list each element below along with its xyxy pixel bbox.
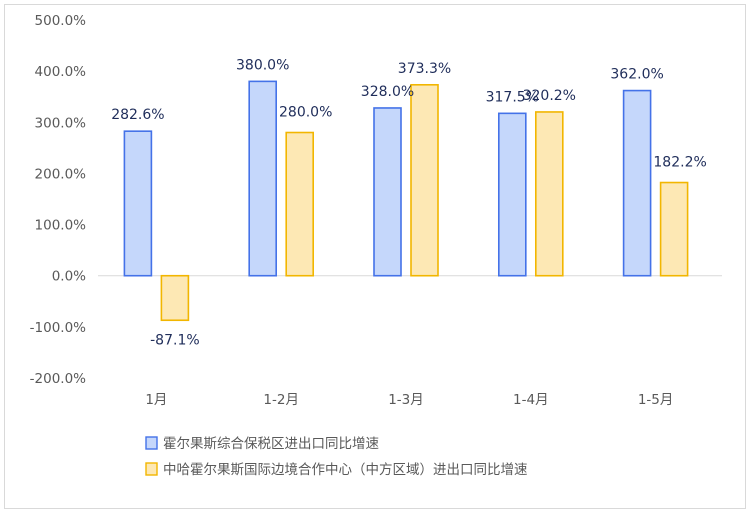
legend-swatch-series-1 <box>145 436 158 450</box>
data-label-series-1: 282.6% <box>111 107 164 123</box>
x-category-label: 1-5月 <box>638 392 674 408</box>
data-label-series-2: 373.3% <box>398 61 451 77</box>
x-category-label: 1-2月 <box>263 392 299 408</box>
y-tick-label: 200.0% <box>35 166 87 182</box>
x-category-label: 1-4月 <box>513 392 549 408</box>
data-label-series-2: 182.2% <box>653 155 706 171</box>
data-label-series-1: 317.5% <box>486 89 539 105</box>
y-tick-label: -100.0% <box>30 320 87 336</box>
legend: 霍尔果斯综合保税区进出口同比增速中哈霍尔果斯国际边境合作中心（中方区域）进出口同… <box>145 436 528 478</box>
y-tick-label: 0.0% <box>52 269 86 285</box>
y-tick-label: 400.0% <box>35 64 87 80</box>
bar-series-1 <box>373 107 402 277</box>
data-label-series-2: -87.1% <box>150 332 200 348</box>
bar-series-1 <box>497 112 527 277</box>
bar-series-2 <box>160 274 190 322</box>
y-axis-ticks: 500.0% 400.0% 300.0% 200.0% 100.0% 0.0% -100.0… <box>30 13 87 387</box>
bar-series-1 <box>248 80 277 277</box>
data-label-series-1: 328.0% <box>361 84 414 100</box>
x-axis-categories: 1月 1-2月 1-3月 1-4月 1-5月 <box>145 392 673 408</box>
y-tick-label: -200.0% <box>30 371 87 387</box>
y-tick-label: 100.0% <box>35 218 87 234</box>
bar-series-2 <box>410 83 439 277</box>
bars <box>123 80 689 322</box>
data-label-series-1: 362.0% <box>610 67 663 83</box>
bar-series-2 <box>534 111 564 277</box>
legend-label-series-2: 中哈霍尔果斯国际边境合作中心（中方区域）进出口同比增速 <box>163 462 528 478</box>
data-label-series-2: 320.2% <box>523 88 576 104</box>
bar-series-1 <box>622 89 652 277</box>
data-label-series-1: 380.0% <box>236 57 289 73</box>
bar-series-2 <box>659 181 689 277</box>
legend-swatch-series-2 <box>145 462 158 476</box>
x-category-label: 1-3月 <box>388 392 424 408</box>
bar-series-1 <box>123 130 153 277</box>
bar-series-2 <box>285 131 315 277</box>
y-tick-label: 300.0% <box>35 115 87 131</box>
y-tick-label: 500.0% <box>35 13 87 29</box>
data-labels: 282.6% -87.1% 380.0% 280.0% 328.0% 373.3% 317.… <box>111 57 707 348</box>
legend-label-series-1: 霍尔果斯综合保税区进出口同比增速 <box>163 436 379 452</box>
data-label-series-2: 280.0% <box>279 105 332 121</box>
x-category-label: 1月 <box>145 392 167 408</box>
